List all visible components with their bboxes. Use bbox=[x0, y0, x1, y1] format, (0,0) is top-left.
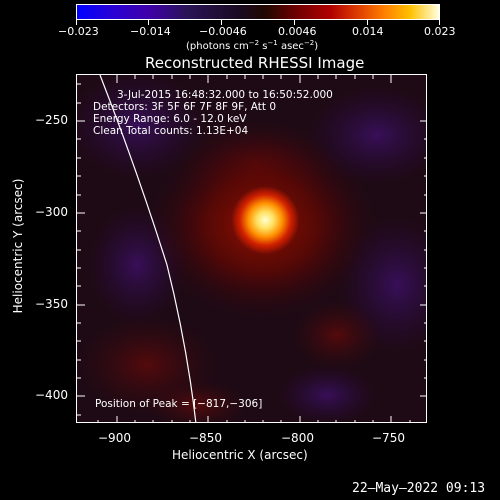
flare-source bbox=[231, 186, 300, 255]
colorbar-tick-label: 0.0046 bbox=[278, 25, 317, 38]
colorbar-tick-label: −0.0046 bbox=[199, 25, 247, 38]
colorbar-tick-label: 0.014 bbox=[352, 25, 384, 38]
colorbar bbox=[76, 4, 440, 20]
peak-position: Position of Peak = [−817,−306] bbox=[95, 398, 263, 410]
y-tick-label: −300 bbox=[35, 205, 68, 219]
time-range: 3-Jul-2015 16:48:32.000 to 16:50:52.000 bbox=[117, 89, 333, 101]
energy-range: Energy Range: 6.0 - 12.0 keV bbox=[93, 113, 247, 125]
colorbar-tick-label: 0.023 bbox=[424, 25, 456, 38]
x-tick-label: −800 bbox=[281, 431, 314, 445]
y-tick-label: −400 bbox=[35, 388, 68, 402]
solar-limb-line bbox=[99, 75, 197, 422]
detectors-info: Detectors: 3F 5F 6F 7F 8F 9F, Att 0 bbox=[93, 101, 277, 113]
y-tick-label: −350 bbox=[35, 297, 68, 311]
colorbar-tick-label: −0.023 bbox=[58, 25, 99, 38]
colorbar-units: (photons cm−2 s−1 asec−2) bbox=[186, 39, 319, 52]
image-plot: 3-Jul-2015 16:48:32.000 to 16:50:52.000 … bbox=[76, 74, 427, 423]
y-axis-label: Heliocentric Y (arcsec) bbox=[11, 178, 25, 314]
y-tick-label: −250 bbox=[35, 113, 68, 127]
colorbar-tick-label: −0.014 bbox=[130, 25, 171, 38]
x-tick-label: −750 bbox=[372, 431, 405, 445]
x-tick-label: −900 bbox=[98, 431, 131, 445]
plot-title: Reconstructed RHESSI Image bbox=[145, 54, 365, 72]
x-axis-label: Heliocentric X (arcsec) bbox=[172, 448, 308, 462]
solar-image bbox=[77, 75, 426, 422]
clean-counts: Clean Total counts: 1.13E+04 bbox=[93, 125, 249, 137]
timestamp: 22–May–2022 09:13 bbox=[352, 481, 486, 496]
x-tick-label: −850 bbox=[189, 431, 222, 445]
